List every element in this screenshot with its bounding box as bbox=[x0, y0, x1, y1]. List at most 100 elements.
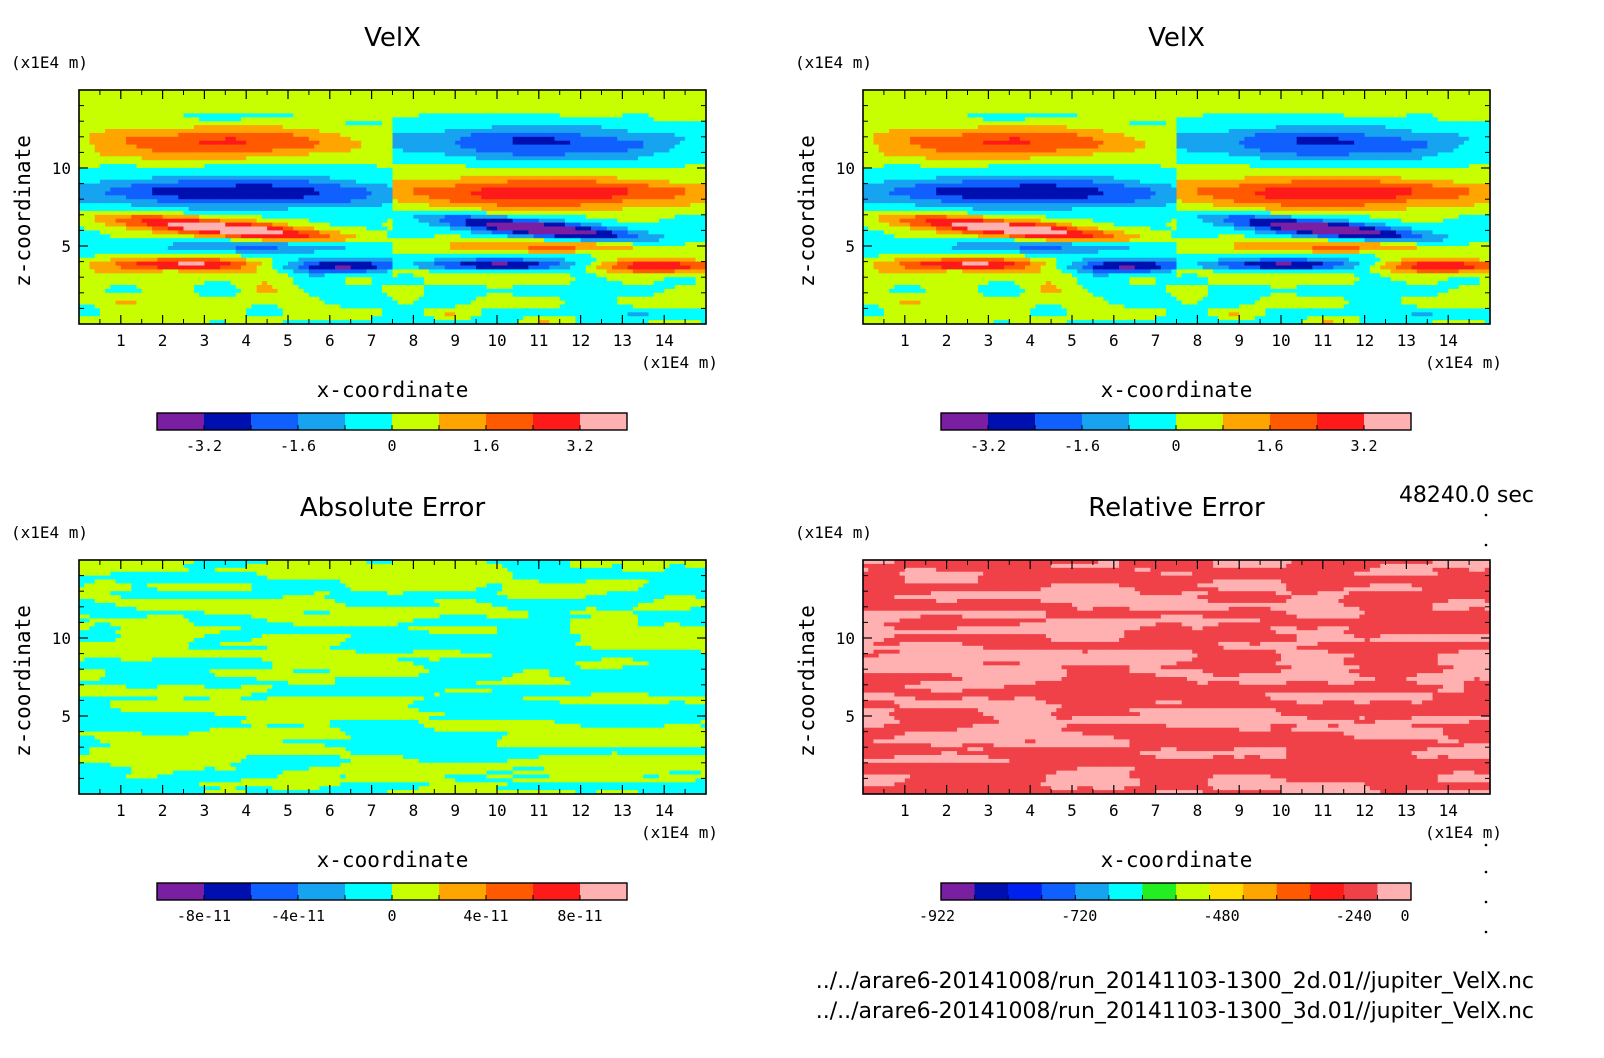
x-tick-label: 11 bbox=[529, 801, 548, 820]
colorbar-tick-label: -3.2 bbox=[970, 437, 1006, 455]
x-tick-label: 9 bbox=[450, 331, 460, 350]
colorbar-tick-label: -8e-11 bbox=[177, 907, 231, 925]
colorbar-tick-label: 1.6 bbox=[1256, 437, 1283, 455]
colorbar-swatch bbox=[345, 413, 393, 430]
colorbar-tick-label: -3.2 bbox=[186, 437, 222, 455]
y-tick-label: 5 bbox=[845, 237, 855, 256]
y-tick-label: 5 bbox=[61, 237, 71, 256]
x-tick-label: 4 bbox=[241, 331, 251, 350]
colorbar-swatch bbox=[1082, 413, 1130, 430]
colorbar-swatch bbox=[975, 883, 1009, 900]
colorbar-swatch bbox=[1317, 413, 1365, 430]
x-tick-label: 11 bbox=[1313, 331, 1332, 350]
chart-title: Relative Error bbox=[1088, 493, 1265, 523]
x-tick-label: 12 bbox=[1355, 801, 1374, 820]
heatmap-cells bbox=[79, 559, 707, 794]
colorbar-swatch bbox=[533, 883, 581, 900]
colorbar-swatch bbox=[345, 883, 393, 900]
marker-dot bbox=[1485, 544, 1488, 547]
x-tick-label: 7 bbox=[1151, 801, 1161, 820]
y-tick-label: 5 bbox=[61, 707, 71, 726]
x-tick-label: 3 bbox=[200, 331, 210, 350]
heatmap-cells bbox=[79, 89, 707, 324]
colorbar-swatch bbox=[157, 413, 205, 430]
x-tick-label: 14 bbox=[1439, 801, 1458, 820]
x-tick-label: 14 bbox=[655, 331, 674, 350]
x-tick-label: 2 bbox=[158, 331, 168, 350]
chart-title: VelX bbox=[364, 23, 421, 53]
x-tick-label: 9 bbox=[1234, 801, 1244, 820]
x-unit-label: (x1E4 m) bbox=[1425, 353, 1502, 372]
y-axis-label: z-coordinate bbox=[11, 605, 35, 757]
colorbar-swatch bbox=[1310, 883, 1344, 900]
colorbar-swatch bbox=[439, 883, 487, 900]
colorbar-swatch bbox=[533, 413, 581, 430]
x-tick-label: 13 bbox=[613, 331, 632, 350]
file-path-2d: ../../arare6-20141008/run_20141103-1300_… bbox=[816, 969, 1534, 994]
colorbar-tick-label: -1.6 bbox=[1064, 437, 1100, 455]
x-tick-label: 13 bbox=[613, 801, 632, 820]
x-tick-label: 13 bbox=[1397, 331, 1416, 350]
marker-dot bbox=[1485, 844, 1488, 847]
x-tick-label: 14 bbox=[655, 801, 674, 820]
colorbar-tick-label: -4e-11 bbox=[271, 907, 325, 925]
x-tick-label: 6 bbox=[325, 801, 335, 820]
y-axis-label: z-coordinate bbox=[11, 135, 35, 287]
colorbar-tick-label: 0 bbox=[387, 437, 396, 455]
colorbar-swatch bbox=[988, 413, 1036, 430]
marker-dot bbox=[1485, 871, 1488, 874]
colorbar-swatch bbox=[1109, 883, 1143, 900]
y-tick-label: 10 bbox=[836, 629, 855, 648]
colorbar-swatch bbox=[251, 883, 299, 900]
colorbar-tick-label: -480 bbox=[1204, 907, 1240, 925]
marker-dot bbox=[1485, 931, 1488, 934]
colorbar-swatch bbox=[251, 413, 299, 430]
y-unit-label: (x1E4 m) bbox=[11, 523, 88, 542]
colorbar-swatch bbox=[1176, 413, 1224, 430]
x-axis-label: x-coordinate bbox=[1101, 848, 1253, 872]
x-tick-label: 13 bbox=[1397, 801, 1416, 820]
x-tick-label: 9 bbox=[450, 801, 460, 820]
y-axis-label: z-coordinate bbox=[795, 605, 819, 757]
x-tick-label: 8 bbox=[409, 331, 419, 350]
colorbar-tick-label: -240 bbox=[1336, 907, 1372, 925]
x-tick-label: 14 bbox=[1439, 331, 1458, 350]
x-tick-label: 12 bbox=[571, 331, 590, 350]
colorbar-swatch bbox=[941, 883, 975, 900]
x-tick-label: 5 bbox=[1067, 331, 1077, 350]
x-tick-label: 12 bbox=[1355, 331, 1374, 350]
colorbar-tick-label: 3.2 bbox=[566, 437, 593, 455]
colorbar-swatch bbox=[941, 413, 989, 430]
y-tick-label: 5 bbox=[845, 707, 855, 726]
x-tick-label: 10 bbox=[487, 331, 506, 350]
x-tick-label: 2 bbox=[158, 801, 168, 820]
x-tick-label: 1 bbox=[900, 801, 910, 820]
y-unit-label: (x1E4 m) bbox=[795, 523, 872, 542]
x-tick-label: 2 bbox=[942, 801, 952, 820]
x-tick-label: 5 bbox=[283, 801, 293, 820]
colorbar-swatch bbox=[1142, 883, 1176, 900]
x-tick-label: 10 bbox=[1271, 801, 1290, 820]
colorbar-tick-label: 3.2 bbox=[1350, 437, 1377, 455]
colorbar-tick-label: -720 bbox=[1061, 907, 1097, 925]
x-tick-label: 4 bbox=[1025, 331, 1035, 350]
x-axis-label: x-coordinate bbox=[317, 848, 469, 872]
colorbar-swatch bbox=[392, 883, 440, 900]
x-unit-label: (x1E4 m) bbox=[641, 823, 718, 842]
colorbar-swatch bbox=[580, 883, 628, 900]
x-tick-label: 7 bbox=[1151, 331, 1161, 350]
colorbar-tick-label: 0 bbox=[1171, 437, 1180, 455]
y-unit-label: (x1E4 m) bbox=[11, 53, 88, 72]
x-axis-label: x-coordinate bbox=[317, 378, 469, 402]
colorbar-swatch bbox=[1210, 883, 1244, 900]
x-tick-label: 1 bbox=[900, 331, 910, 350]
colorbar-swatch bbox=[298, 883, 346, 900]
x-tick-label: 5 bbox=[283, 331, 293, 350]
x-tick-label: 5 bbox=[1067, 801, 1077, 820]
